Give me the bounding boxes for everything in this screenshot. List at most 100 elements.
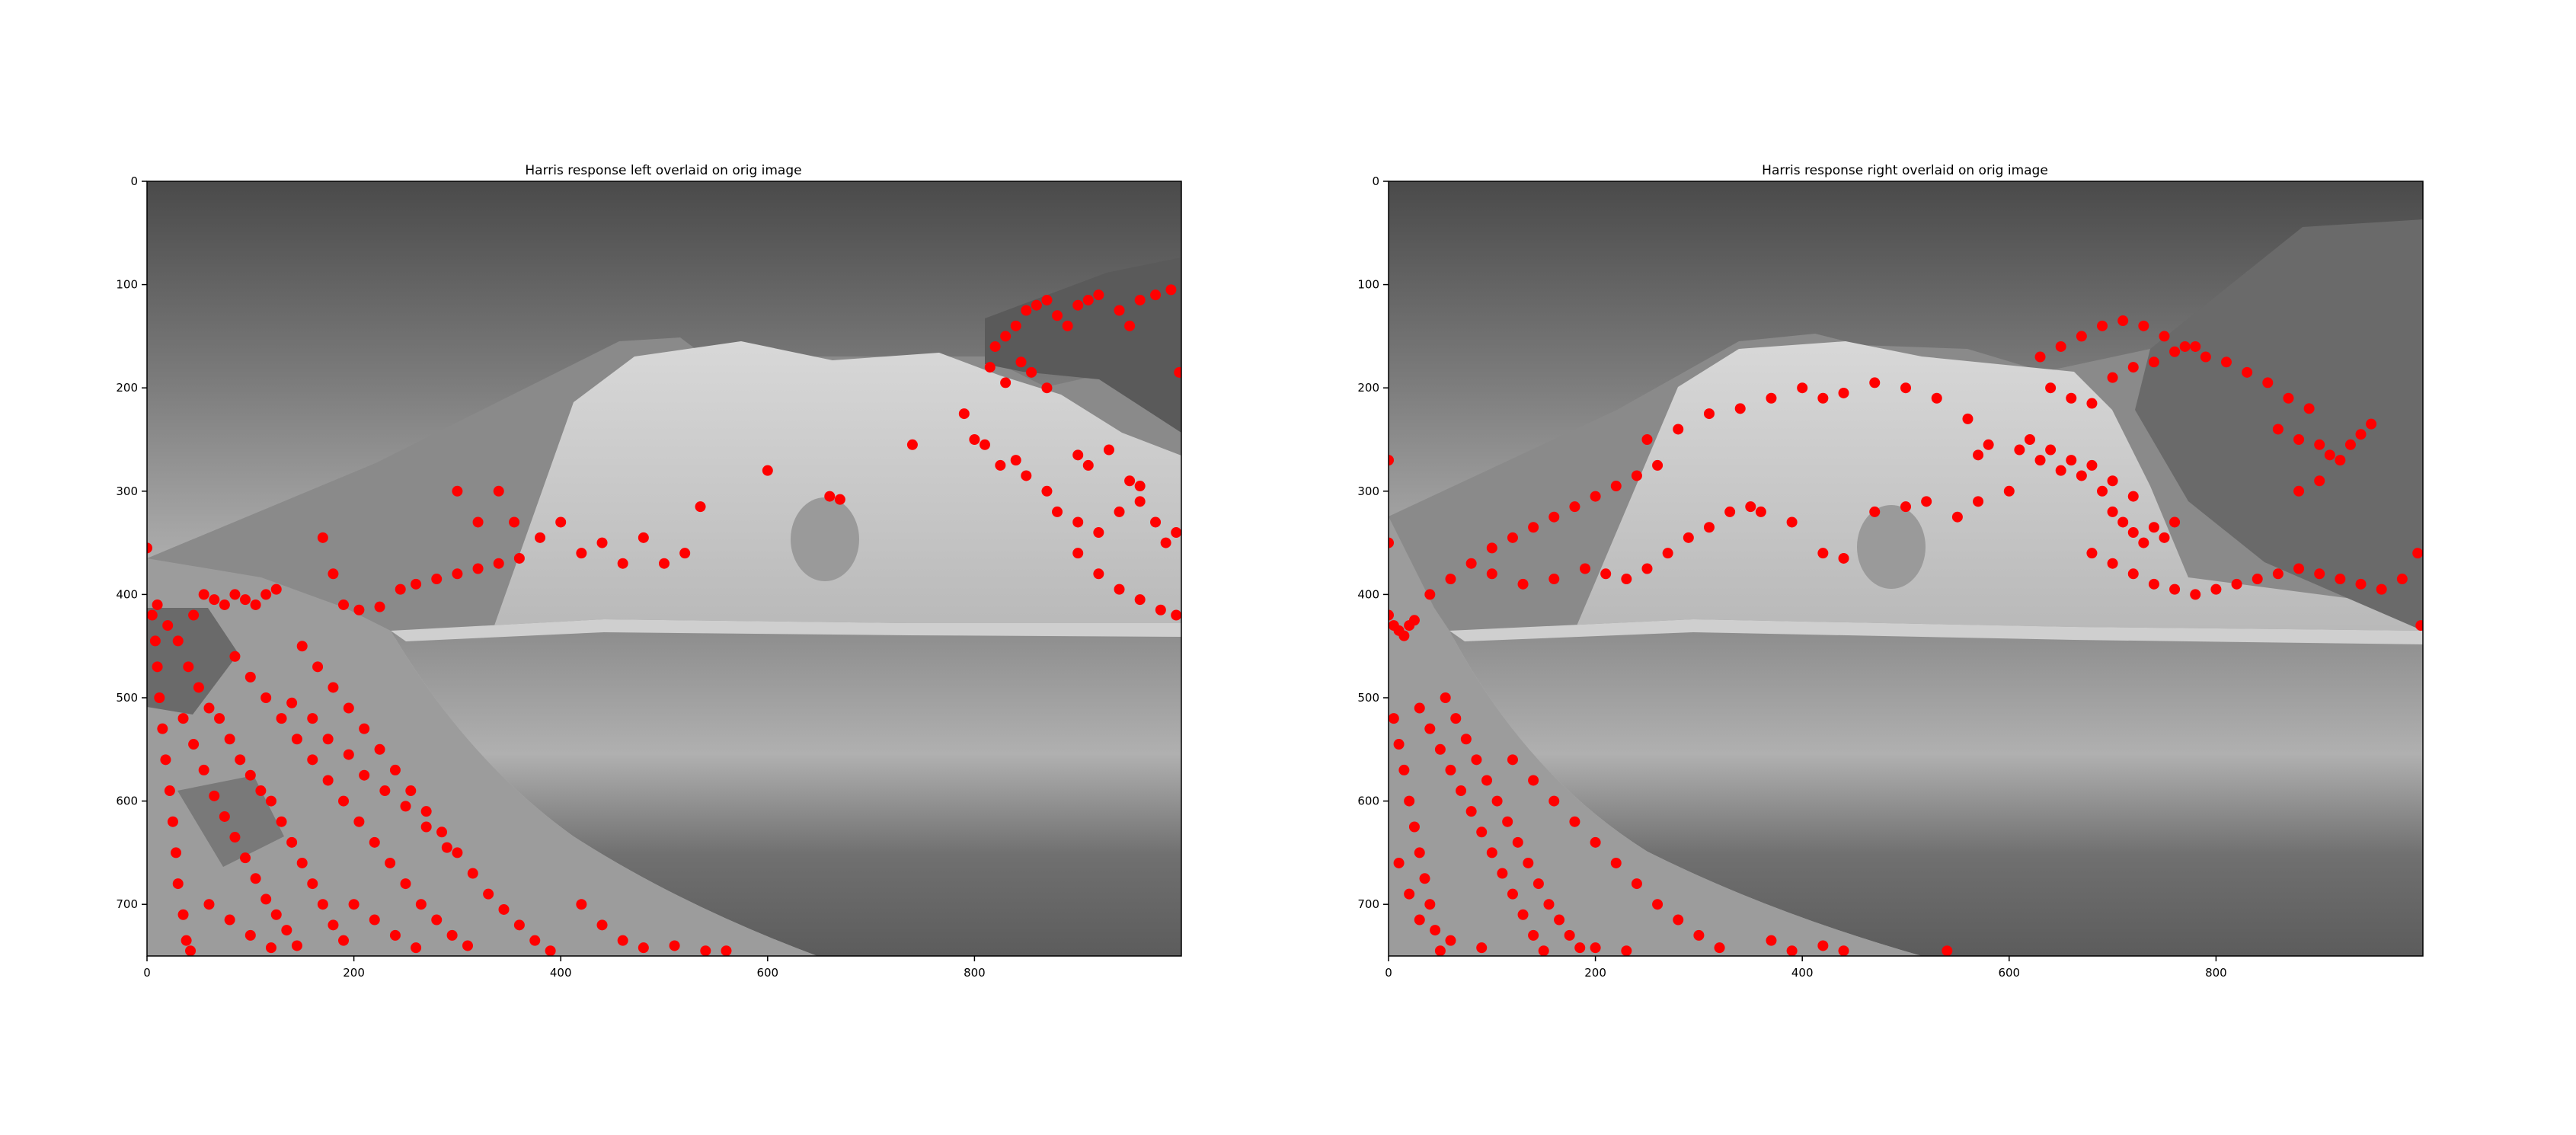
keypoint-marker [152, 661, 163, 672]
keypoint-marker [281, 925, 292, 935]
keypoint-marker [1569, 501, 1580, 512]
keypoint-marker [1600, 568, 1611, 579]
keypoint-marker [2412, 548, 2423, 558]
keypoint-marker [1817, 940, 1828, 951]
keypoint-marker [1021, 470, 1031, 481]
keypoint-marker [390, 930, 401, 941]
keypoint-marker [659, 558, 670, 569]
keypoint-marker [353, 605, 364, 615]
keypoint-marker [240, 852, 251, 863]
keypoint-marker [824, 491, 835, 502]
keypoint-marker [260, 894, 271, 904]
keypoint-marker [318, 532, 328, 543]
keypoint-marker [1518, 579, 1529, 590]
keypoint-marker [1621, 945, 1632, 956]
keypoint-marker [1580, 564, 1590, 574]
keypoint-marker [1124, 321, 1135, 331]
keypoint-marker [2117, 516, 2128, 527]
y-tick-label: 400 [1357, 587, 1379, 601]
keypoint-marker [1072, 548, 1083, 558]
keypoint-marker [1072, 300, 1083, 311]
keypoint-marker [1569, 817, 1580, 827]
keypoint-marker [375, 744, 385, 755]
keypoint-marker [1052, 507, 1063, 517]
keypoint-marker [1011, 455, 1021, 465]
keypoint-marker [2056, 341, 2066, 352]
keypoint-marker [2283, 393, 2293, 404]
keypoint-marker [2293, 564, 2304, 574]
keypoint-marker [1487, 568, 1497, 579]
keypoint-marker [185, 945, 196, 956]
y-tick-label: 700 [1357, 897, 1379, 911]
keypoint-marker [1817, 393, 1828, 404]
keypoint-marker [203, 899, 214, 910]
keypoint-marker [2149, 522, 2159, 532]
keypoint-marker [2086, 460, 2097, 471]
keypoint-marker [203, 703, 214, 714]
keypoint-marker [638, 532, 649, 543]
keypoint-marker [344, 750, 354, 760]
keypoint-marker [969, 434, 980, 445]
keypoint-marker [385, 858, 395, 868]
keypoint-marker [359, 770, 369, 781]
keypoint-marker [835, 494, 845, 505]
keypoint-marker [421, 822, 432, 833]
keypoint-marker [483, 889, 494, 900]
keypoint-marker [1539, 945, 1549, 956]
keypoint-marker [447, 930, 458, 941]
keypoint-marker [2293, 434, 2304, 445]
keypoint-marker [1507, 532, 1518, 543]
keypoint-marker [535, 532, 545, 543]
keypoint-marker [1590, 837, 1601, 848]
keypoint-marker [1621, 574, 1632, 584]
keypoint-marker [1745, 501, 1756, 512]
keypoint-marker [597, 538, 608, 548]
keypoint-marker [1135, 594, 1146, 605]
right-x-axis: 0 200 400 600 800 [1385, 956, 2226, 980]
keypoint-marker [1492, 796, 1503, 807]
keypoint-marker [2035, 352, 2046, 363]
keypoint-marker [405, 785, 416, 796]
y-tick-label: 300 [1357, 484, 1379, 498]
keypoint-marker [2076, 470, 2087, 481]
keypoint-marker [985, 362, 996, 372]
keypoint-marker [2045, 445, 2056, 456]
keypoint-marker [240, 594, 251, 605]
keypoint-marker [1171, 527, 1181, 538]
keypoint-marker [1839, 388, 1849, 398]
keypoint-marker [1497, 868, 1507, 879]
keypoint-marker [1518, 910, 1529, 920]
keypoint-marker [2108, 475, 2118, 486]
keypoint-marker [369, 837, 380, 848]
keypoint-marker [1420, 873, 1430, 884]
keypoint-marker [576, 899, 586, 910]
keypoint-marker [1016, 356, 1027, 367]
keypoint-marker [1715, 942, 1725, 953]
keypoint-marker [1735, 403, 1746, 414]
keypoint-marker [421, 806, 432, 817]
keypoint-marker [1000, 331, 1011, 341]
keypoint-marker [2314, 475, 2325, 486]
keypoint-marker [597, 919, 608, 930]
keypoint-marker [214, 713, 225, 724]
keypoint-marker [555, 516, 566, 527]
keypoint-marker [1026, 367, 1037, 378]
keypoint-marker [328, 568, 338, 579]
keypoint-marker [1389, 713, 1399, 724]
keypoint-marker [2304, 403, 2315, 414]
left-x-axis: 0 200 400 600 800 [143, 956, 985, 980]
keypoint-marker [1973, 449, 1983, 460]
keypoint-marker [2397, 574, 2408, 584]
keypoint-marker [1528, 930, 1539, 941]
keypoint-marker [338, 599, 349, 610]
keypoint-marker [359, 724, 369, 734]
keypoint-marker [147, 610, 158, 621]
keypoint-marker [1574, 942, 1585, 953]
keypoint-marker [401, 801, 411, 811]
keypoint-marker [1543, 899, 1554, 910]
keypoint-marker [1456, 785, 1466, 796]
keypoint-marker [1114, 584, 1125, 595]
keypoint-marker [292, 940, 302, 951]
keypoint-marker [1052, 310, 1063, 321]
keypoint-marker [2262, 377, 2273, 388]
